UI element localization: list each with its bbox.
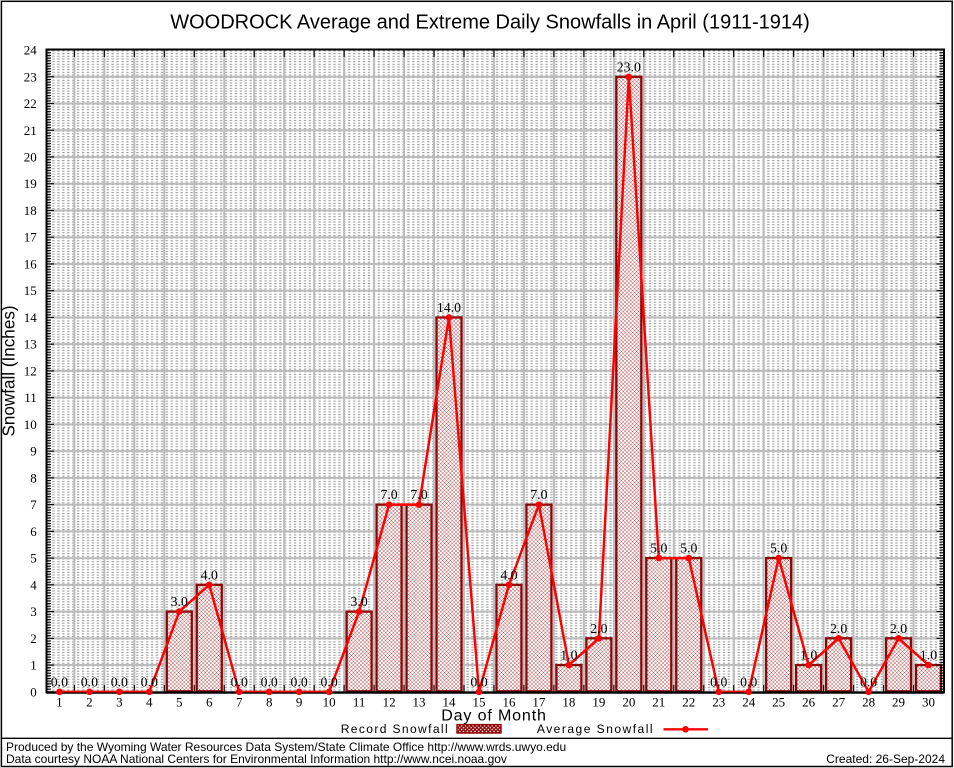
svg-text:22: 22 (24, 96, 37, 111)
svg-text:7: 7 (236, 695, 243, 710)
svg-text:14: 14 (443, 695, 457, 710)
svg-text:0.0: 0.0 (291, 674, 308, 689)
svg-text:23.0: 23.0 (617, 59, 641, 74)
svg-text:18: 18 (562, 695, 575, 710)
svg-text:17: 17 (532, 695, 546, 710)
svg-text:14.0: 14.0 (437, 300, 461, 315)
svg-text:6: 6 (206, 695, 213, 710)
svg-text:4.0: 4.0 (201, 567, 218, 582)
svg-text:19: 19 (24, 176, 37, 191)
svg-text:2.0: 2.0 (830, 621, 847, 636)
svg-text:23: 23 (712, 695, 725, 710)
svg-text:1.0: 1.0 (800, 648, 817, 663)
svg-text:5: 5 (30, 551, 37, 566)
svg-text:3: 3 (30, 604, 37, 619)
svg-text:0.0: 0.0 (231, 674, 248, 689)
svg-text:Average Snowfall: Average Snowfall (537, 722, 654, 736)
svg-text:WOODROCK Average and Extreme D: WOODROCK Average and Extreme Daily Snowf… (170, 12, 810, 34)
svg-text:14: 14 (24, 310, 38, 325)
svg-text:7.0: 7.0 (410, 487, 427, 502)
svg-text:2.0: 2.0 (890, 621, 907, 636)
svg-text:12: 12 (24, 363, 37, 378)
svg-text:16: 16 (24, 256, 38, 271)
svg-text:11: 11 (24, 390, 37, 405)
svg-text:20: 20 (622, 695, 635, 710)
svg-text:10: 10 (323, 695, 336, 710)
svg-text:3.0: 3.0 (350, 594, 367, 609)
svg-text:5.0: 5.0 (650, 541, 667, 556)
svg-text:15: 15 (24, 283, 37, 298)
svg-text:Day of Month: Day of Month (441, 707, 547, 725)
svg-text:2: 2 (86, 695, 93, 710)
svg-text:25: 25 (772, 695, 785, 710)
svg-text:22: 22 (682, 695, 695, 710)
svg-text:23: 23 (24, 69, 37, 84)
svg-text:30: 30 (922, 695, 935, 710)
svg-text:10: 10 (24, 417, 37, 432)
svg-text:21: 21 (24, 123, 37, 138)
svg-text:0.0: 0.0 (710, 674, 727, 689)
svg-text:9: 9 (296, 695, 303, 710)
svg-text:2: 2 (30, 631, 37, 646)
svg-text:Produced by the Wyoming Water: Produced by the Wyoming Water Resources … (6, 740, 566, 754)
svg-text:4.0: 4.0 (500, 567, 517, 582)
svg-text:9: 9 (30, 444, 37, 459)
svg-text:0.0: 0.0 (261, 674, 278, 689)
svg-text:0.0: 0.0 (81, 674, 98, 689)
svg-text:Created: 26-Sep-2024: Created: 26-Sep-2024 (826, 752, 945, 766)
svg-text:17: 17 (24, 230, 38, 245)
svg-text:7: 7 (30, 497, 37, 512)
svg-text:19: 19 (592, 695, 605, 710)
svg-text:1.0: 1.0 (560, 648, 577, 663)
svg-text:24: 24 (742, 695, 756, 710)
svg-text:5.0: 5.0 (770, 541, 787, 556)
svg-text:Data courtesy NOAA National Ce: Data courtesy NOAA National Centers for … (6, 752, 507, 766)
svg-text:1: 1 (30, 658, 37, 673)
svg-text:26: 26 (802, 695, 816, 710)
svg-text:0.0: 0.0 (321, 674, 338, 689)
svg-text:29: 29 (892, 695, 905, 710)
svg-text:13: 13 (24, 337, 37, 352)
svg-text:0.0: 0.0 (111, 674, 128, 689)
svg-text:4: 4 (30, 577, 37, 592)
svg-text:11: 11 (353, 695, 366, 710)
svg-text:6: 6 (30, 524, 37, 539)
svg-text:5: 5 (176, 695, 183, 710)
svg-text:Record Snowfall: Record Snowfall (341, 722, 449, 736)
svg-text:3: 3 (116, 695, 123, 710)
svg-text:1.0: 1.0 (920, 648, 937, 663)
svg-text:7.0: 7.0 (530, 487, 547, 502)
svg-text:27: 27 (832, 695, 846, 710)
svg-text:2.0: 2.0 (590, 621, 607, 636)
svg-text:21: 21 (652, 695, 665, 710)
svg-text:15: 15 (472, 695, 485, 710)
svg-text:0.0: 0.0 (470, 674, 487, 689)
svg-text:18: 18 (24, 203, 37, 218)
svg-text:1: 1 (56, 695, 63, 710)
svg-text:3.0: 3.0 (171, 594, 188, 609)
svg-text:0: 0 (30, 684, 37, 699)
svg-text:0.0: 0.0 (51, 674, 68, 689)
svg-text:20: 20 (24, 150, 37, 165)
svg-text:4: 4 (146, 695, 153, 710)
svg-text:16: 16 (502, 695, 516, 710)
svg-text:0.0: 0.0 (740, 674, 757, 689)
svg-text:7.0: 7.0 (380, 487, 397, 502)
svg-text:28: 28 (862, 695, 875, 710)
svg-text:0.0: 0.0 (860, 674, 877, 689)
svg-text:5.0: 5.0 (680, 541, 697, 556)
svg-text:8: 8 (266, 695, 273, 710)
svg-text:13: 13 (413, 695, 426, 710)
svg-text:24: 24 (24, 43, 38, 58)
svg-text:12: 12 (383, 695, 396, 710)
svg-text:Snowfall (Inches): Snowfall (Inches) (0, 305, 18, 436)
svg-text:8: 8 (30, 470, 37, 485)
svg-text:0.0: 0.0 (141, 674, 158, 689)
